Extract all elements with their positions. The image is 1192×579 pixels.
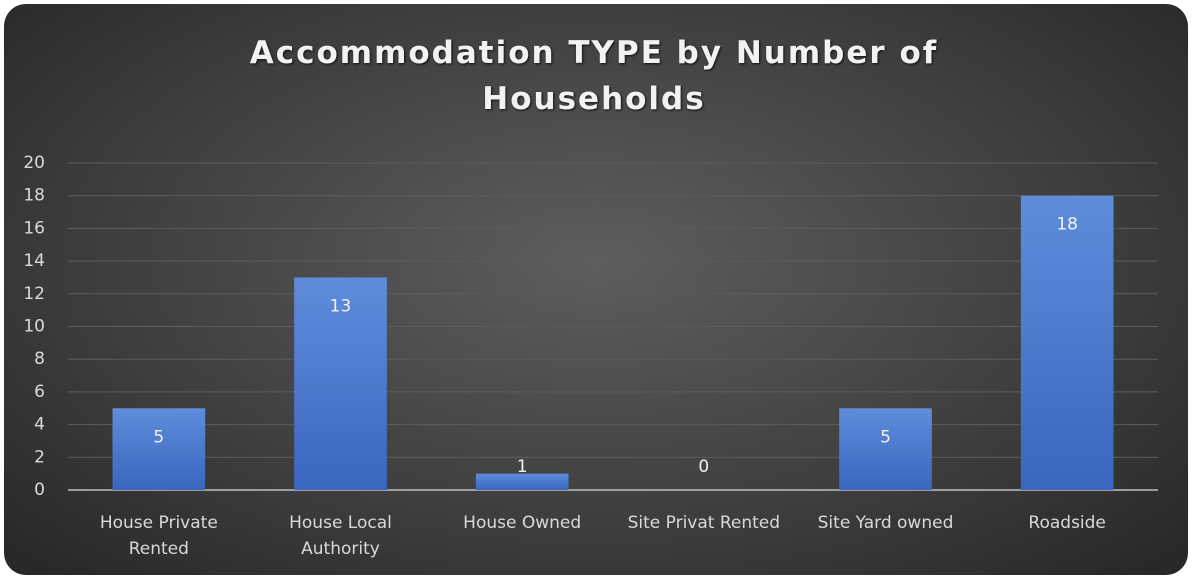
chart: Accommodation TYPE by Number of Househol…: [4, 4, 1188, 575]
x-tick-label: Site Privat Rented: [627, 513, 781, 533]
y-tick-label: 14: [23, 251, 45, 271]
y-tick-label: 10: [23, 317, 45, 337]
x-tick-label: House Private Rented: [99, 513, 218, 559]
y-tick-label: 20: [23, 153, 45, 173]
y-tick-label: 4: [34, 415, 45, 435]
x-tick-label: Roadside: [1028, 513, 1106, 533]
x-tick-label: House Owned: [463, 513, 582, 533]
y-tick-label: 8: [34, 349, 45, 369]
bar: [112, 408, 206, 490]
y-tick-label: 18: [23, 186, 45, 206]
chart-title: Accommodation TYPE by Number of Househol…: [249, 35, 939, 117]
bar: [294, 277, 387, 490]
x-tick-label: House Local Authority: [289, 513, 392, 559]
y-tick-label: 16: [23, 218, 45, 238]
y-tick-label: 12: [23, 284, 45, 304]
data-label: 13: [330, 296, 352, 316]
x-tick-label: Site Yard owned: [817, 513, 954, 533]
data-label: 1: [517, 457, 528, 477]
y-tick-label: 2: [34, 447, 45, 467]
bar: [839, 408, 932, 490]
bar: [1020, 195, 1114, 490]
bar: [475, 473, 569, 490]
data-label: 5: [153, 427, 164, 447]
data-label: 18: [1056, 215, 1078, 235]
data-label: 5: [880, 427, 891, 447]
y-tick-label: 0: [34, 480, 45, 500]
data-label: 0: [698, 457, 709, 477]
y-tick-label: 6: [34, 382, 45, 402]
